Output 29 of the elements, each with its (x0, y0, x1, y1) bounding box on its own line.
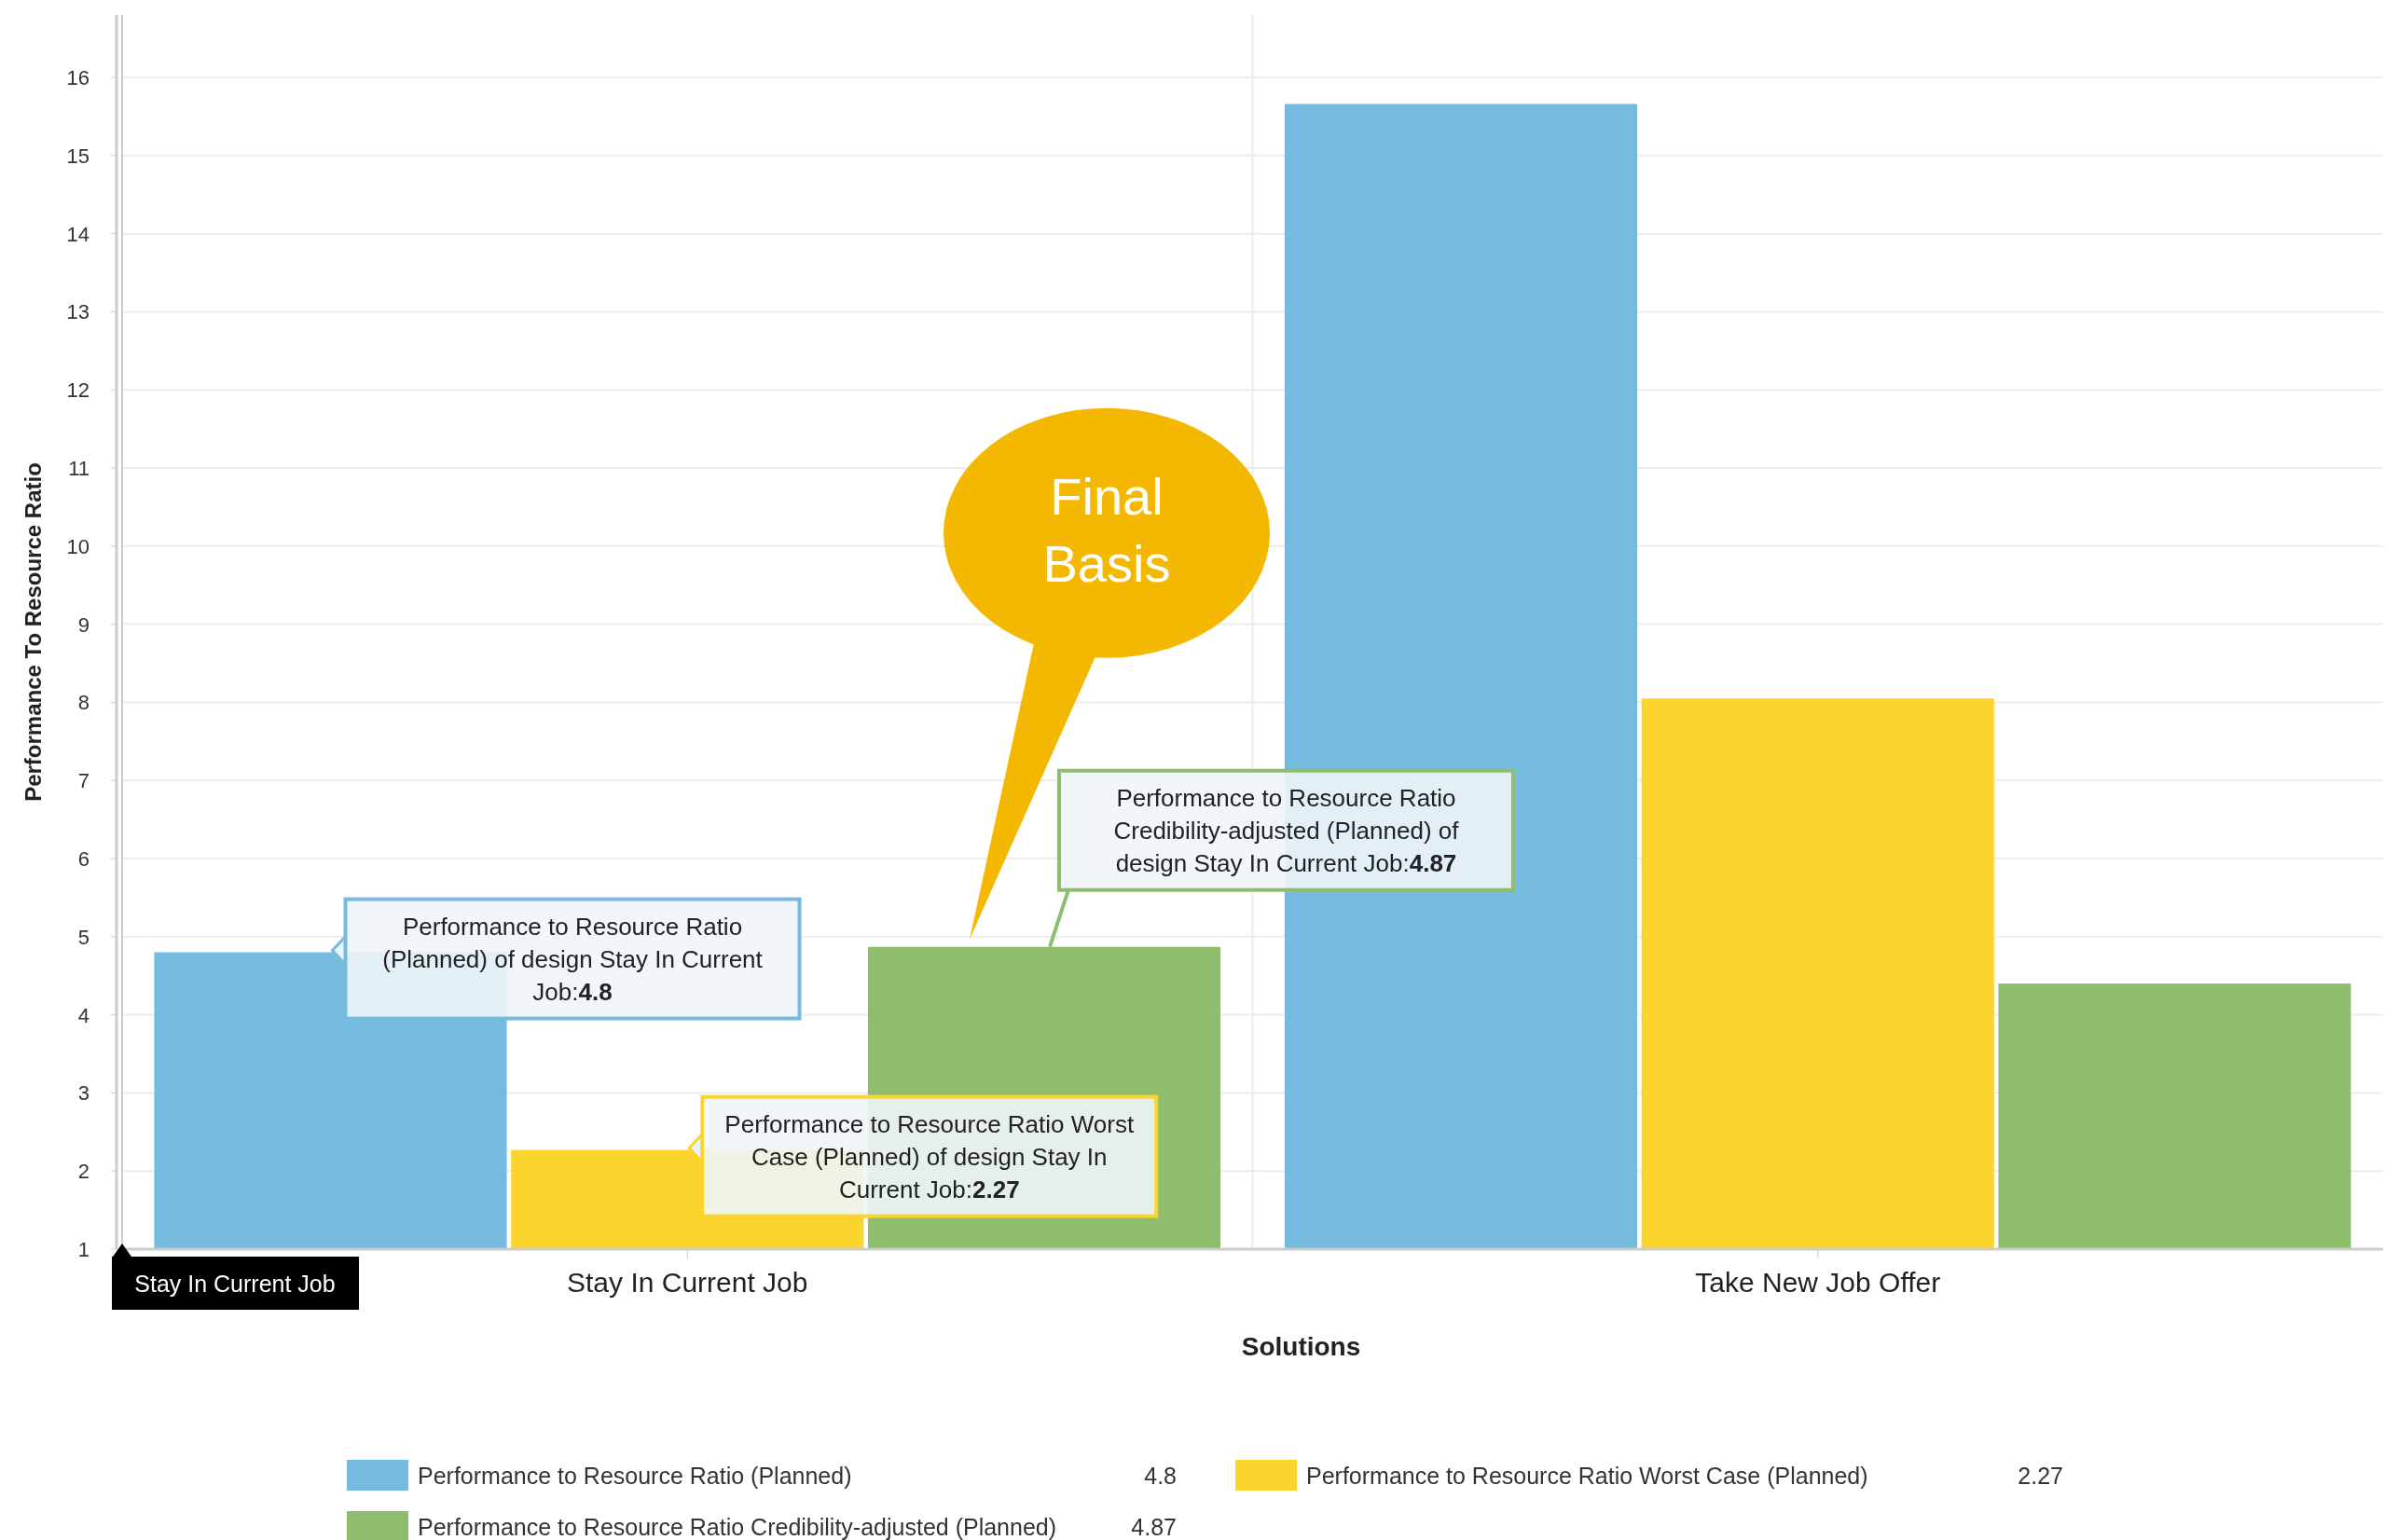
y-tick-label: 5 (77, 925, 90, 949)
y-tick-label: 15 (66, 144, 90, 168)
x-tick-label: Take New Job Offer (1695, 1267, 1941, 1298)
y-tick-label: 11 (68, 457, 90, 481)
y-tick-label: 3 (77, 1081, 90, 1106)
y-tick-label: 1 (77, 1238, 90, 1261)
legend-label: Performance to Resource Ratio (Planned) (418, 1463, 852, 1489)
annotation: Performance to Resource Ratio (Planned) of design Stay In Current Job:4.8 (382, 912, 764, 1006)
y-tick-label: 6 (77, 847, 90, 872)
annotation: Final Basis (1042, 466, 1171, 593)
legend-label: Performance to Resource Ratio Credibility-adjusted (Planned) (418, 1514, 1057, 1540)
annotation: Performance to Resource Ratio Worst Case (Planned) of design Stay In Current Job:2.27 (724, 1109, 1135, 1203)
y-tick-label: 10 (66, 534, 90, 558)
annotation: Performance to Resource Ratio Credibility-adjusted (Planned) of design Stay In Current Job:4.87 (1113, 783, 1460, 877)
legend-label: Performance to Resource Ratio Worst Case (Planned) (1306, 1463, 1868, 1489)
y-tick-label: 8 (77, 691, 90, 715)
text: 4.87 (1131, 1514, 1177, 1540)
y-tick-label: 16 (66, 66, 90, 90)
y-tick-label: 13 (66, 300, 90, 324)
y-tick-label: 12 (66, 378, 90, 403)
y-tick-label: 9 (77, 612, 90, 637)
y-tick-label: 2 (77, 1160, 90, 1184)
x-axis-title: Solutions (1241, 1332, 1361, 1361)
y-axis-title: Performance To Resource Ratio (21, 462, 46, 802)
text: 2.27 (2018, 1463, 2063, 1489)
y-tick-label: 14 (66, 222, 90, 246)
text: 4.8 (1144, 1463, 1177, 1489)
y-tick-label: 7 (77, 769, 90, 793)
y-tick-label: 4 (77, 1003, 90, 1027)
